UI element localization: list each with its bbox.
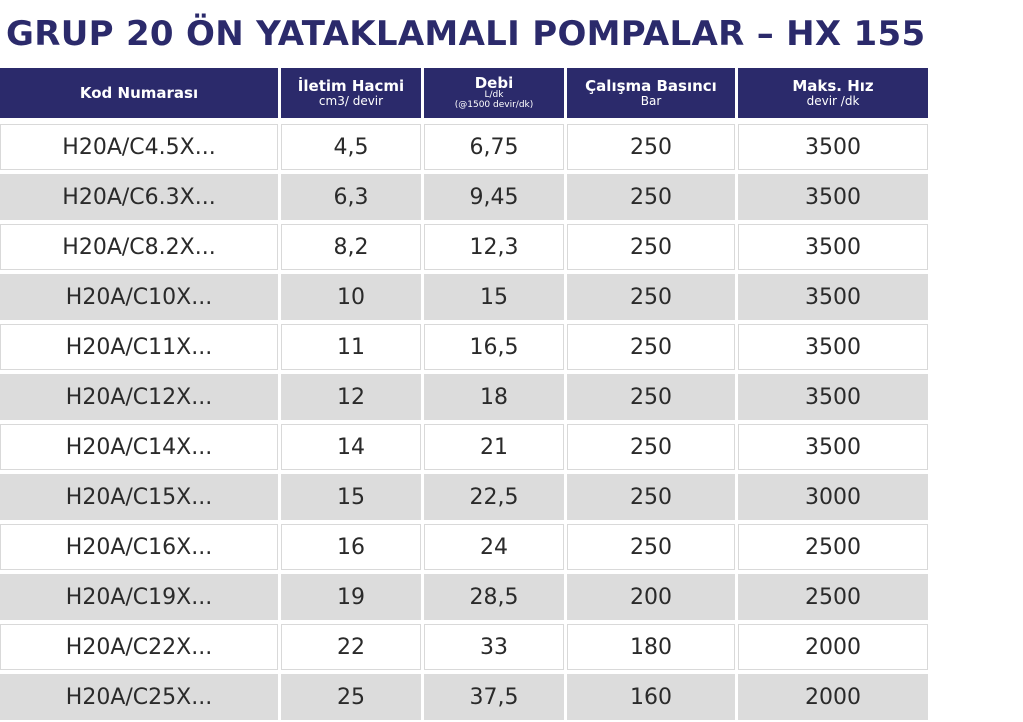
cell-debi: 28,5 [424,574,564,620]
header-debi: Debi L/dk (@1500 devir/dk) [424,68,564,118]
cell-calisma-basinci: 250 [567,374,735,420]
cell-iletim-hacmi: 14 [281,424,421,470]
cell-calisma-basinci: 250 [567,274,735,320]
cell-iletim-hacmi: 4,5 [281,124,421,170]
page-title: GRUP 20 ÖN YATAKLAMALI POMPALAR – HX 155 [6,14,926,54]
cell-debi: 18 [424,374,564,420]
cell-calisma-basinci: 250 [567,324,735,370]
header-label: Debi [474,73,514,92]
header-unit-note: (@1500 devir/dk) [454,100,534,111]
cell-kod-numarasi: H20A/C8.2X... [0,224,278,270]
cell-calisma-basinci: 180 [567,624,735,670]
cell-maks-hiz: 3500 [738,324,928,370]
cell-iletim-hacmi: 10 [281,274,421,320]
cell-iletim-hacmi: 8,2 [281,224,421,270]
header-label: Kod Numarası [79,83,199,102]
cell-iletim-hacmi: 12 [281,374,421,420]
cell-iletim-hacmi: 16 [281,524,421,570]
cell-iletim-hacmi: 15 [281,474,421,520]
cell-maks-hiz: 3000 [738,474,928,520]
cell-maks-hiz: 3500 [738,124,928,170]
cell-maks-hiz: 3500 [738,424,928,470]
cell-maks-hiz: 3500 [738,374,928,420]
cell-calisma-basinci: 250 [567,174,735,220]
cell-maks-hiz: 2500 [738,524,928,570]
cell-iletim-hacmi: 19 [281,574,421,620]
cell-debi: 6,75 [424,124,564,170]
header-iletim-hacmi: İletim Hacmi cm3/ devir [281,68,421,118]
header-label: Maks. Hız [792,77,874,96]
cell-calisma-basinci: 160 [567,674,735,720]
cell-kod-numarasi: H20A/C22X... [0,624,278,670]
cell-debi: 12,3 [424,224,564,270]
cell-kod-numarasi: H20A/C14X... [0,424,278,470]
cell-maks-hiz: 2000 [738,624,928,670]
cell-kod-numarasi: H20A/C11X... [0,324,278,370]
header-unit: devir /dk [806,93,860,108]
cell-kod-numarasi: H20A/C10X... [0,274,278,320]
cell-debi: 21 [424,424,564,470]
cell-maks-hiz: 3500 [738,224,928,270]
cell-debi: 15 [424,274,564,320]
cell-maks-hiz: 3500 [738,174,928,220]
header-calisma-basinci: Çalışma Basıncı Bar [567,68,735,118]
cell-kod-numarasi: H20A/C12X... [0,374,278,420]
cell-debi: 37,5 [424,674,564,720]
cell-debi: 16,5 [424,324,564,370]
header-label: Çalışma Basıncı [585,77,717,96]
cell-kod-numarasi: H20A/C15X... [0,474,278,520]
cell-debi: 9,45 [424,174,564,220]
cell-debi: 24 [424,524,564,570]
cell-calisma-basinci: 200 [567,574,735,620]
cell-kod-numarasi: H20A/C16X... [0,524,278,570]
cell-debi: 33 [424,624,564,670]
cell-iletim-hacmi: 25 [281,674,421,720]
cell-kod-numarasi: H20A/C6.3X... [0,174,278,220]
header-kod-numarasi: Kod Numarası [0,68,278,118]
pump-spec-table-body: H20A/C4.5X... 4,5 6,75 250 3500 H20A/C6.3X...… [0,122,928,722]
header-unit: L/dk [484,90,504,101]
cell-maks-hiz: 2500 [738,574,928,620]
header-label: İletim Hacmi [297,77,405,96]
cell-calisma-basinci: 250 [567,424,735,470]
cell-kod-numarasi: H20A/C4.5X... [0,124,278,170]
cell-debi: 22,5 [424,474,564,520]
cell-iletim-hacmi: 11 [281,324,421,370]
header-maks-hiz: Maks. Hız devir /dk [738,68,928,118]
pump-spec-table: Kod Numarası İletim Hacmi cm3/ devir Deb… [0,68,928,118]
header-unit: cm3/ devir [318,93,384,108]
cell-kod-numarasi: H20A/C19X... [0,574,278,620]
cell-calisma-basinci: 250 [567,474,735,520]
cell-iletim-hacmi: 6,3 [281,174,421,220]
cell-calisma-basinci: 250 [567,524,735,570]
cell-calisma-basinci: 250 [567,124,735,170]
cell-iletim-hacmi: 22 [281,624,421,670]
cell-maks-hiz: 3500 [738,274,928,320]
cell-calisma-basinci: 250 [567,224,735,270]
header-unit: Bar [640,93,662,108]
cell-maks-hiz: 2000 [738,674,928,720]
cell-kod-numarasi: H20A/C25X... [0,674,278,720]
